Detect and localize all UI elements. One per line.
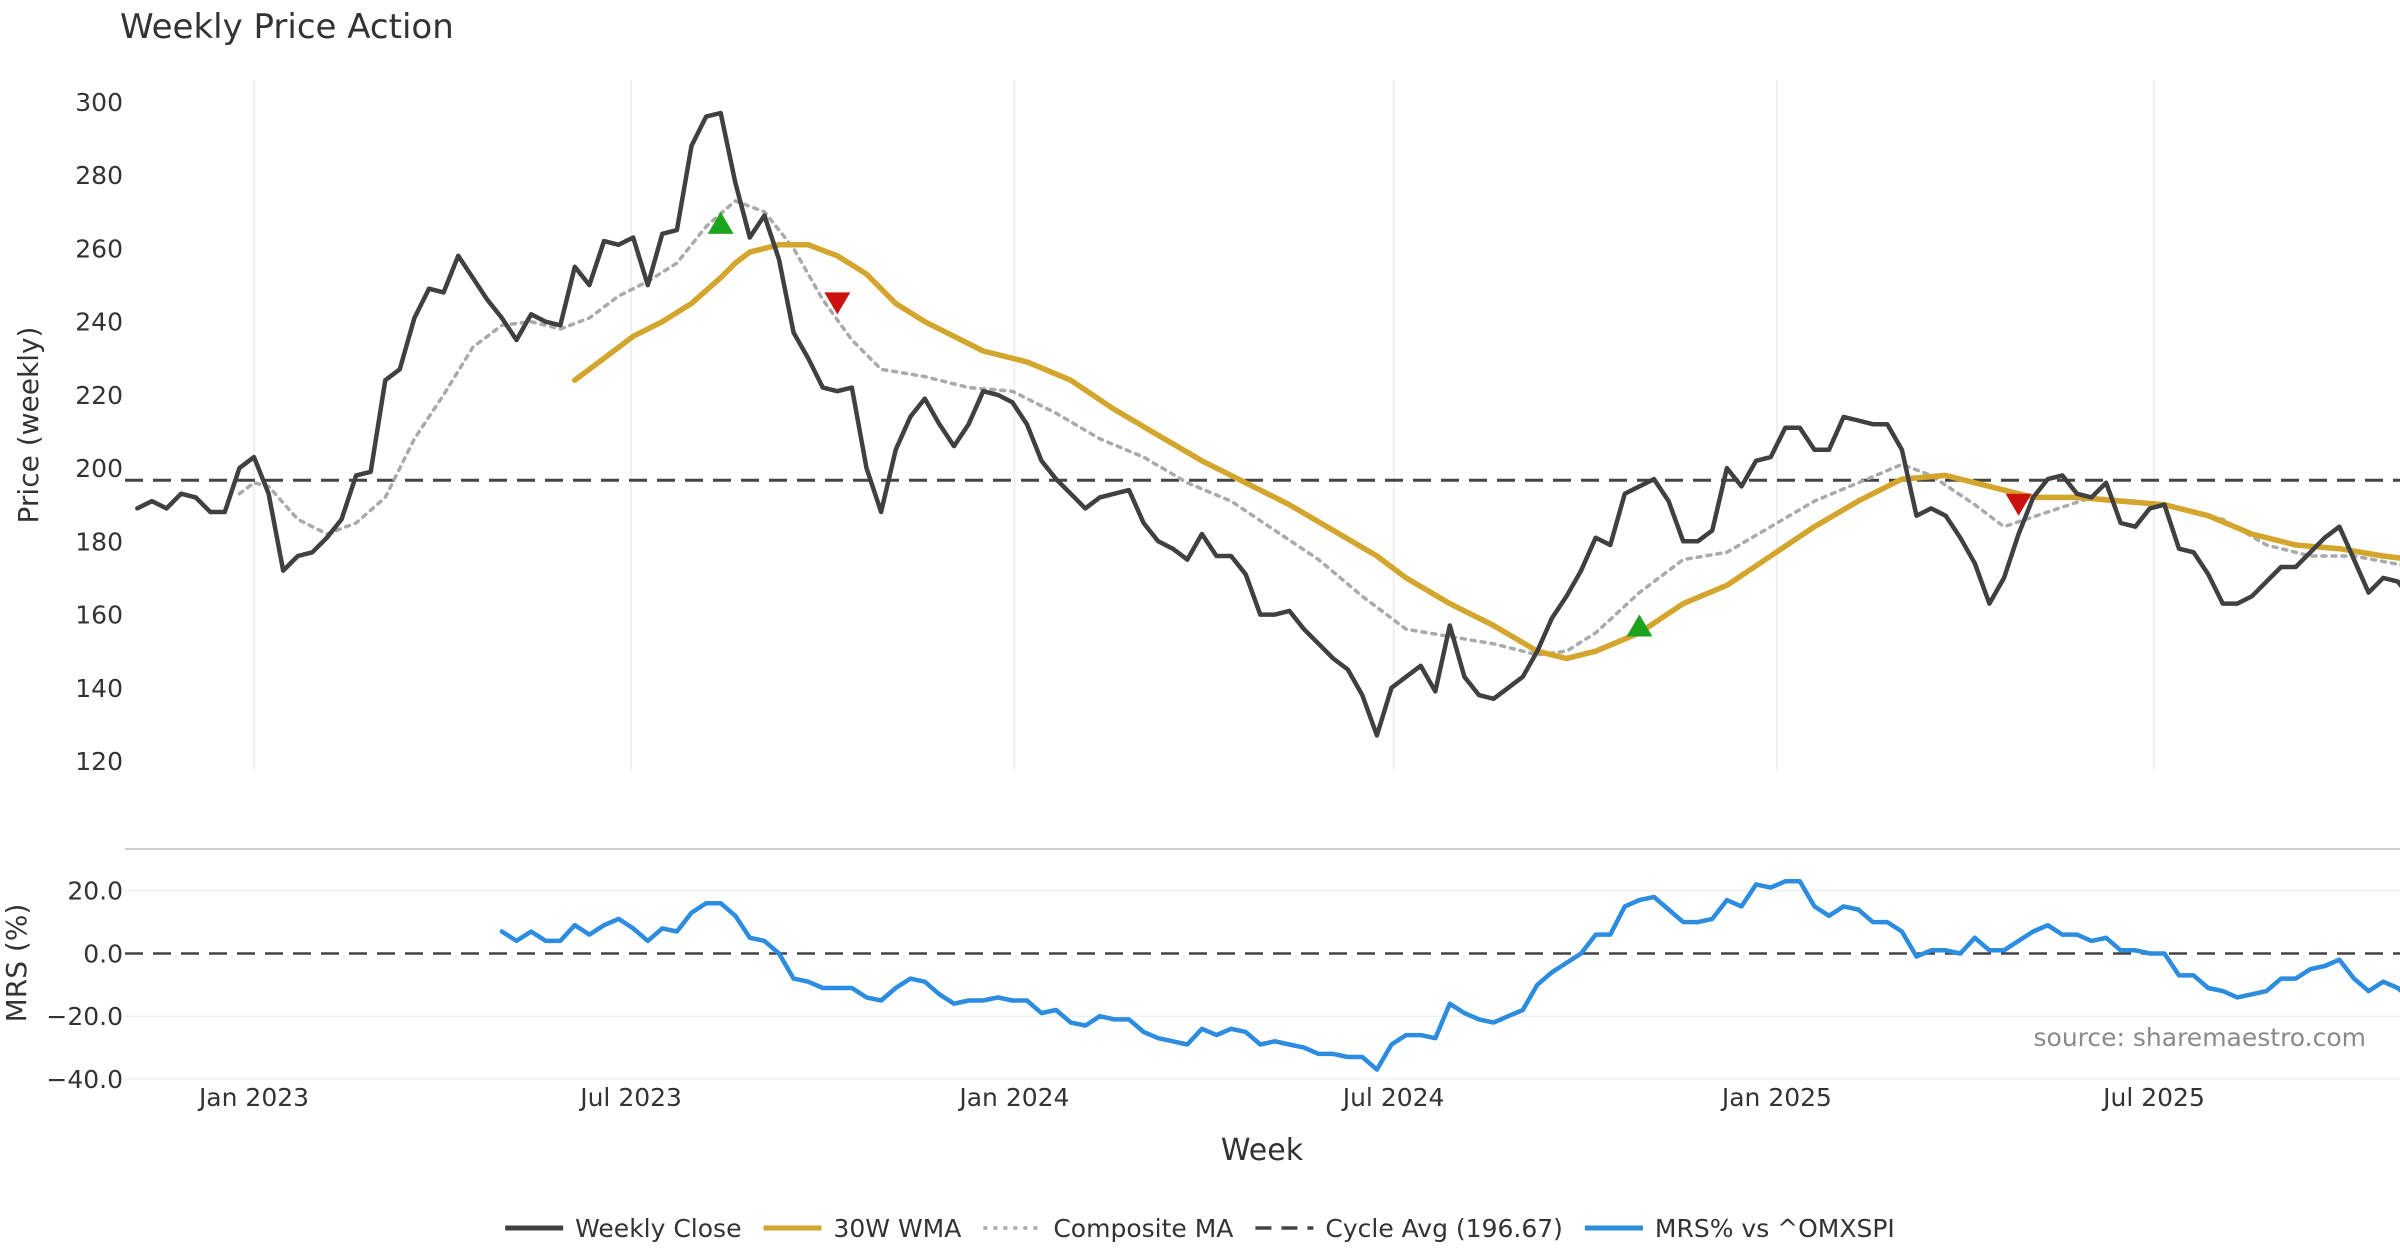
mrs-line [499,879,2400,1072]
signal-markers [707,211,2032,637]
mrs-y-tick-label: 0.0 [83,939,123,968]
composite-ma-line [237,199,2400,657]
legend-label: Composite MA [1053,1214,1233,1243]
source-label: source: sharemaestro.com [2034,1023,2367,1052]
gridlines [125,80,2400,1080]
price-y-tick-label: 280 [75,161,123,190]
mrs-y-axis-label: MRS (%) [0,904,33,1023]
legend-label: Cycle Avg (196.67) [1325,1214,1563,1243]
legend-item: 30W WMA [763,1214,961,1243]
30w-wma-line [572,242,2400,662]
chart-text: Weekly Price Action Price (weekly) MRS (… [0,7,2366,1168]
legend-item: Cycle Avg (196.67) [1255,1214,1563,1243]
x-axis-label: Week [1221,1133,1304,1168]
price-y-tick-label: 120 [75,747,123,776]
price-y-tick-label: 200 [75,454,123,483]
price-y-tick-label: 220 [75,381,123,410]
legend-item: Composite MA [983,1214,1233,1243]
price-y-tick-label: 140 [75,674,123,703]
price-y-axis-label: Price (weekly) [12,327,45,524]
weekly-close-line [135,110,2400,738]
legend-label: 30W WMA [833,1214,961,1243]
x-tick-label: Jul 2024 [1341,1083,1445,1112]
series-lines [125,110,2400,1072]
x-tick-label: Jul 2023 [578,1083,682,1112]
x-tick-label: Jan 2025 [1720,1083,1832,1112]
sell-signal-marker [824,292,851,315]
legend: Weekly Close 30W WMA Composite MA Cycle Avg… [505,1214,1895,1243]
buy-signal-marker [1626,614,1653,637]
legend-item: MRS% vs ^OMXSPI [1584,1214,1895,1243]
mrs-y-tick-label: 20.0 [67,877,123,906]
legend-item: Weekly Close [505,1214,741,1243]
x-tick-label: Jul 2025 [2101,1083,2205,1112]
mrs-y-tick-label: −20.0 [46,1002,123,1031]
mrs-y-tick-label: −40.0 [46,1065,123,1094]
price-y-tick-label: 160 [75,601,123,630]
price-y-tick-label: 260 [75,234,123,263]
chart-title: Weekly Price Action [120,7,454,47]
price-y-tick-label: 300 [75,88,123,117]
x-tick-label: Jan 2023 [197,1083,309,1112]
axes: 120 140 160 180 200 220 240 260 280 300 −40.0 −20.0… [46,88,2204,1112]
legend-label: MRS% vs ^OMXSPI [1655,1214,1895,1243]
x-tick-label: Jan 2024 [957,1083,1069,1112]
legend-label: Weekly Close [575,1214,741,1243]
buy-signal-marker [707,211,734,234]
sell-signal-marker [2005,493,2032,516]
price-y-tick-label: 240 [75,308,123,337]
price-y-tick-label: 180 [75,527,123,556]
